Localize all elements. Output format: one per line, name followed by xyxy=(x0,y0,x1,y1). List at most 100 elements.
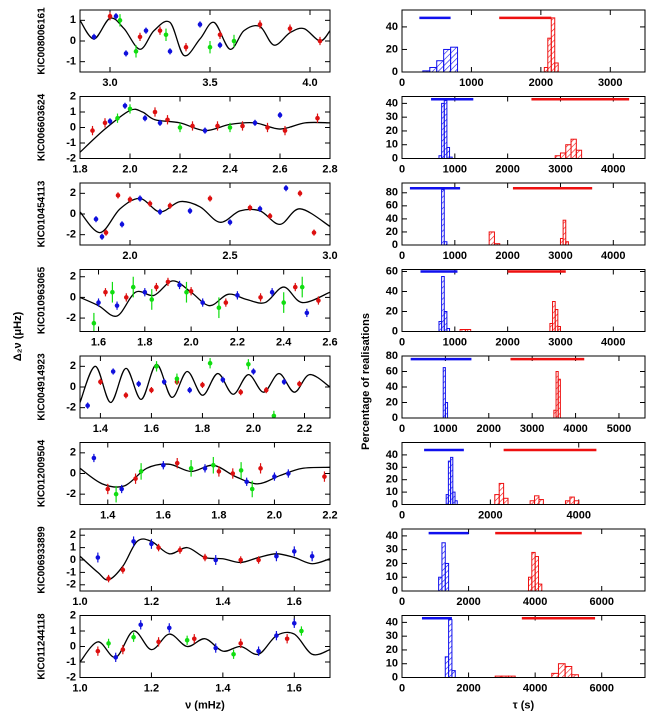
data-point xyxy=(102,120,108,126)
x-tick-label: 0 xyxy=(399,509,405,521)
data-point xyxy=(130,284,136,290)
y-tick-label: 60 xyxy=(386,265,398,277)
y-tick-label: 0 xyxy=(392,671,398,683)
x-tick-label: 1.6 xyxy=(287,596,302,608)
x-tick-label: 1.4 xyxy=(100,509,116,521)
plot-frame xyxy=(401,9,646,73)
x-tick-label: 0 xyxy=(399,163,405,175)
data-point xyxy=(149,297,155,302)
data-point xyxy=(215,123,220,129)
x-tick-label: 1.4 xyxy=(215,682,231,694)
x-tick-label: 1.8 xyxy=(137,336,152,348)
histogram-bar xyxy=(551,672,559,678)
data-point xyxy=(131,539,136,544)
row-label: KIC004914923 xyxy=(37,353,48,421)
x-tick-label: 3.0 xyxy=(322,250,337,262)
y-tick-label: 60 xyxy=(386,200,398,212)
x-tick-label: 2000 xyxy=(495,163,519,175)
data-point xyxy=(163,32,169,38)
x-tick-label: 2.2 xyxy=(230,336,245,348)
y-tick-label: 20 xyxy=(386,644,398,656)
x-tick-label: 1.8 xyxy=(211,509,226,521)
y-tick-label: 2 xyxy=(70,529,76,541)
data-point xyxy=(127,197,133,202)
y-tick-label: 40 xyxy=(386,449,398,461)
x-tick-label: 2.8 xyxy=(322,163,337,175)
data-point xyxy=(157,209,163,215)
data-point xyxy=(152,109,158,115)
y-tick-label: 2 xyxy=(70,609,76,621)
x-tick-label: 0 xyxy=(399,423,405,435)
data-point xyxy=(299,628,304,634)
data-point xyxy=(165,279,171,285)
x-tick-label: 3000 xyxy=(520,423,544,435)
data-point xyxy=(231,38,237,44)
data-point xyxy=(274,633,279,638)
data-point xyxy=(105,486,111,492)
data-point xyxy=(107,119,113,124)
x-tick-label: 3000 xyxy=(548,163,572,175)
x-tick-label: 3000 xyxy=(598,77,622,89)
data-point xyxy=(291,620,297,626)
y-tick-label: 0 xyxy=(70,467,76,479)
data-point xyxy=(265,125,270,130)
x-tick-label: 0 xyxy=(399,336,405,348)
x-tick-label: 4000 xyxy=(523,596,547,608)
data-point xyxy=(91,34,97,40)
histogram-bar xyxy=(444,562,450,592)
x-axis-label: ν (mHz) xyxy=(185,699,225,711)
x-tick-label: 2.2 xyxy=(297,423,312,435)
data-point xyxy=(274,553,279,559)
data-point xyxy=(281,379,287,385)
data-point xyxy=(207,360,213,366)
data-point xyxy=(119,486,124,492)
y-tick-label: 0 xyxy=(70,35,76,47)
data-point xyxy=(235,293,240,298)
x-tick-label: 2.0 xyxy=(122,163,137,175)
fit-curve xyxy=(80,538,330,581)
histogram-bar xyxy=(573,500,580,505)
histogram-bar xyxy=(570,138,577,159)
data-point xyxy=(247,205,253,211)
x-tick-label: 2000 xyxy=(477,423,501,435)
data-point xyxy=(297,381,302,387)
y-tick-label: 20 xyxy=(386,557,398,569)
data-point xyxy=(227,125,233,130)
row-label: KIC006933899 xyxy=(37,526,48,594)
x-tick-label: 1.0 xyxy=(72,682,87,694)
panel: 2.0 2.5 3.0 -2 0 2 KIC010454113 xyxy=(37,180,338,262)
fit-curve xyxy=(80,17,330,57)
data-point xyxy=(249,486,255,492)
data-point xyxy=(115,193,121,198)
data-point xyxy=(177,282,182,288)
data-point xyxy=(110,289,115,295)
data-point xyxy=(283,185,289,191)
plot-frame xyxy=(79,269,331,332)
histogram-bar xyxy=(564,665,573,679)
x-tick-label: 2.0 xyxy=(183,336,198,348)
y-tick-label: -2 xyxy=(66,312,76,324)
data-point xyxy=(292,284,298,290)
data-point xyxy=(317,38,323,44)
data-point xyxy=(256,557,261,563)
data-point xyxy=(216,305,222,311)
y-tick-label: 20 xyxy=(386,305,398,317)
data-point xyxy=(200,382,205,388)
data-point xyxy=(177,547,183,553)
data-point xyxy=(187,208,193,214)
data-point xyxy=(123,295,129,300)
x-tick-label: 1.6 xyxy=(144,423,159,435)
x-tick-label: 3000 xyxy=(548,250,572,262)
data-point xyxy=(257,206,263,212)
y-tick-label: 40 xyxy=(386,616,398,628)
x-tick-label: 3.0 xyxy=(102,77,117,89)
histogram-bar xyxy=(550,17,556,73)
data-point xyxy=(110,369,116,374)
histogram-bar xyxy=(557,378,561,419)
plot-frame xyxy=(79,355,331,419)
y-tick-label: -2 xyxy=(66,152,76,164)
data-point xyxy=(184,638,190,643)
y-tick-label: -1 xyxy=(66,137,76,149)
